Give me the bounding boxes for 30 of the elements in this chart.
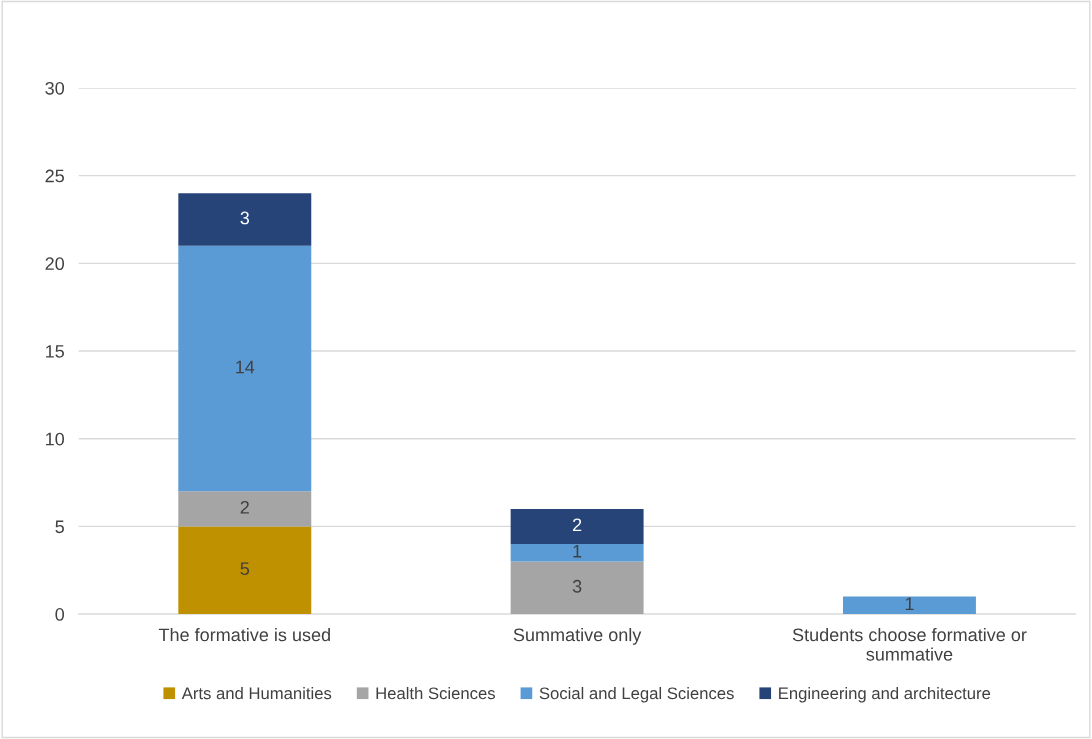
bar (510, 508, 644, 544)
y-tick-label: 15 (46, 345, 64, 358)
data-label: 2 (240, 500, 249, 514)
data-label: 5 (240, 562, 250, 576)
x-tick-label: Students choose formative or summative (792, 628, 1027, 661)
y-tick-label: 20 (45, 257, 65, 271)
bar (178, 491, 312, 527)
y-tick-label: 25 (45, 169, 64, 183)
bar (510, 561, 644, 615)
y-tick-label: 0 (55, 608, 65, 621)
bar (178, 193, 312, 246)
data-label: 1 (905, 597, 914, 611)
data-label: 1 (573, 544, 582, 558)
x-tick-label: Summative only (513, 628, 642, 645)
data-label: 3 (572, 579, 582, 593)
y-tick-label: 30 (45, 81, 65, 95)
data-label: 2 (573, 518, 582, 532)
legend-label: Health Sciences (376, 686, 495, 700)
y-tick-label: 5 (55, 520, 64, 534)
bar (510, 543, 644, 562)
bar (178, 526, 312, 615)
data-label: 3 (240, 211, 250, 225)
legend-label: Engineering and architecture (779, 686, 991, 703)
bar (178, 245, 312, 492)
y-tick-label: 10 (46, 432, 65, 446)
bar (842, 596, 976, 615)
legend-label: Social and Legal Sciences (539, 686, 734, 703)
data-label: 14 (236, 360, 255, 374)
x-tick-label: The formative is used (158, 628, 330, 642)
legend-label: Arts and Humanities (181, 686, 332, 700)
